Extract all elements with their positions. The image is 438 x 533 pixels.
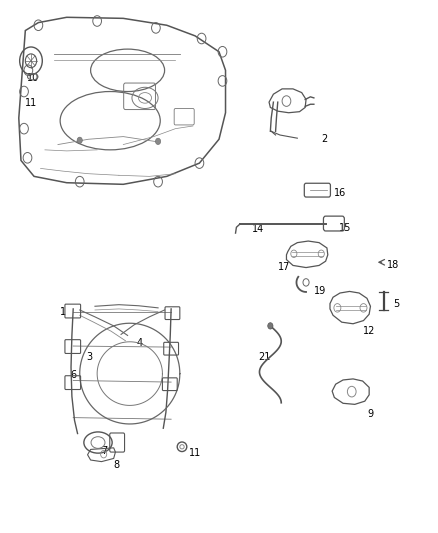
Text: 10: 10 xyxy=(27,73,39,83)
Text: 16: 16 xyxy=(334,188,346,198)
Text: 8: 8 xyxy=(114,461,120,470)
Text: 6: 6 xyxy=(70,370,76,380)
Text: 11: 11 xyxy=(25,98,38,108)
Text: 11: 11 xyxy=(188,448,201,458)
Circle shape xyxy=(77,137,82,143)
Text: 7: 7 xyxy=(102,446,108,456)
Text: 9: 9 xyxy=(367,409,373,419)
Text: 5: 5 xyxy=(393,298,399,309)
Text: 1: 1 xyxy=(60,306,66,317)
Text: 2: 2 xyxy=(321,134,328,144)
Text: 18: 18 xyxy=(387,261,399,270)
Text: 4: 4 xyxy=(136,338,142,349)
Text: 12: 12 xyxy=(363,326,375,336)
Text: 15: 15 xyxy=(339,223,351,233)
Circle shape xyxy=(268,322,273,329)
Text: 21: 21 xyxy=(258,352,271,361)
Text: 19: 19 xyxy=(314,286,326,296)
Text: 17: 17 xyxy=(278,262,290,271)
Text: 14: 14 xyxy=(252,224,264,235)
Text: 3: 3 xyxy=(86,352,92,361)
Circle shape xyxy=(155,138,161,144)
